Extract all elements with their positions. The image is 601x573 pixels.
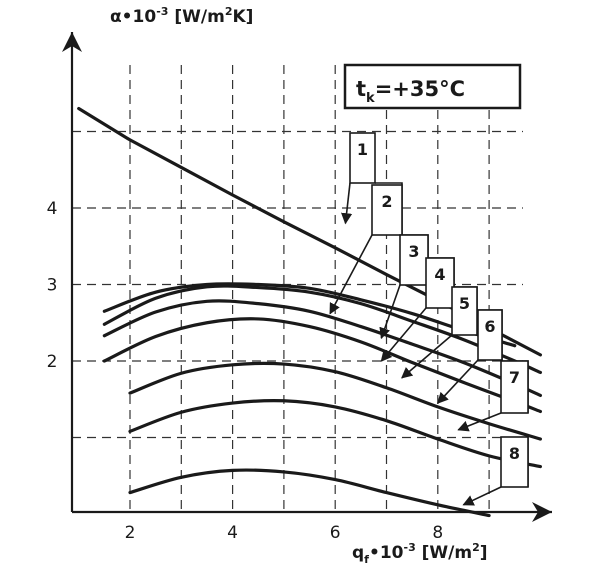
callout-label-4: 4	[434, 265, 445, 284]
x-tick-label: 4	[227, 523, 238, 543]
callout-box-2	[371, 184, 403, 236]
callout-arrow-2	[329, 234, 373, 315]
series-line-8	[128, 468, 491, 518]
callout-label-5: 5	[459, 294, 470, 313]
series-line-7	[128, 399, 542, 469]
callout-box-6	[477, 309, 503, 361]
y-tick-label: 2	[47, 352, 58, 372]
callout-label-2: 2	[381, 192, 392, 211]
callout-box-5	[451, 286, 478, 336]
callout-label-1: 1	[357, 140, 368, 159]
annotation-box	[343, 63, 522, 110]
series-line-4	[102, 299, 542, 398]
grid	[72, 65, 523, 512]
x-axis-arrow	[532, 502, 552, 522]
callout-box-7	[500, 360, 529, 414]
callout-label-6: 6	[484, 317, 495, 336]
callout-arrow-5	[401, 334, 453, 379]
x-tick-label: 2	[125, 523, 136, 543]
callout-arrow-4	[380, 307, 427, 362]
y-axis-arrow	[62, 32, 82, 52]
x-tick-label: 8	[432, 523, 443, 543]
x-axis-title: qf•10-3 [W/m2]	[352, 541, 488, 566]
x-tick-label: 6	[330, 523, 341, 543]
callout-arrow-8	[462, 486, 502, 506]
callout-arrow-3	[379, 284, 401, 340]
series-line-2	[102, 282, 517, 348]
callout-label-7: 7	[509, 368, 520, 387]
callout-arrow-7	[457, 412, 502, 432]
temperature-annotation: tk=+35°C	[356, 77, 465, 106]
y-tick-label: 4	[47, 199, 58, 219]
callout-box-8	[500, 436, 529, 488]
callout-arrow-1	[341, 182, 353, 225]
callout-box-3	[399, 234, 429, 286]
callout-label-3: 3	[408, 242, 419, 261]
callout-box-4	[425, 257, 455, 309]
callout-box-1	[349, 132, 376, 184]
callout-label-8: 8	[509, 444, 520, 463]
y-axis-title: α•10-3 [W/m2K]	[110, 5, 253, 27]
callout-arrow-6	[437, 359, 479, 404]
y-tick-label: 3	[47, 276, 58, 296]
series-line-6	[128, 361, 542, 441]
series-line-5	[102, 317, 542, 414]
